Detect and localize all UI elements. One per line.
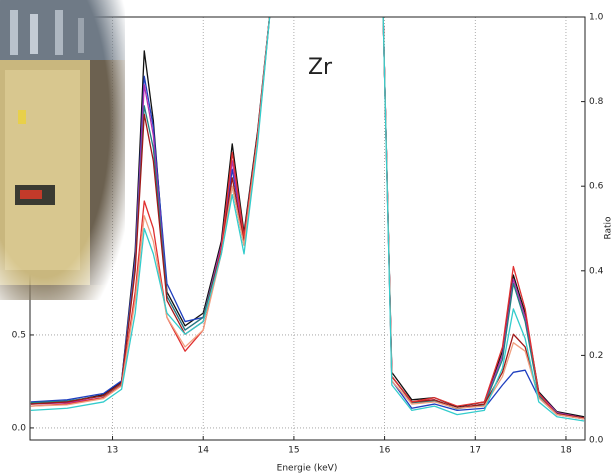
y2-tick-label: 1.0 xyxy=(589,13,604,23)
photo xyxy=(0,0,125,300)
y2-tick-label: 0.6 xyxy=(589,182,604,192)
y2-tick-label: 0.0 xyxy=(589,436,604,446)
series-line xyxy=(30,17,585,422)
x-tick-label: 16 xyxy=(379,446,391,456)
x-axis-label: Energie (keV) xyxy=(277,464,338,474)
x-tick-label: 15 xyxy=(288,446,299,456)
y2-tick-label: 0.8 xyxy=(589,97,604,107)
series-line xyxy=(30,17,585,420)
x-tick-label: 18 xyxy=(560,446,572,456)
x-tick-label: 13 xyxy=(107,446,118,456)
y2-tick-label: 0.4 xyxy=(589,266,604,276)
y2-tick-label: 0.2 xyxy=(589,351,603,361)
y2-axis-label: Ratio xyxy=(604,216,612,240)
y-tick-label: 0.5 xyxy=(12,330,26,340)
x-tick-label: 17 xyxy=(470,446,481,456)
annotation: Zr xyxy=(308,55,333,80)
y-tick-label: 0.0 xyxy=(12,423,27,433)
x-tick-label: 14 xyxy=(197,446,209,456)
